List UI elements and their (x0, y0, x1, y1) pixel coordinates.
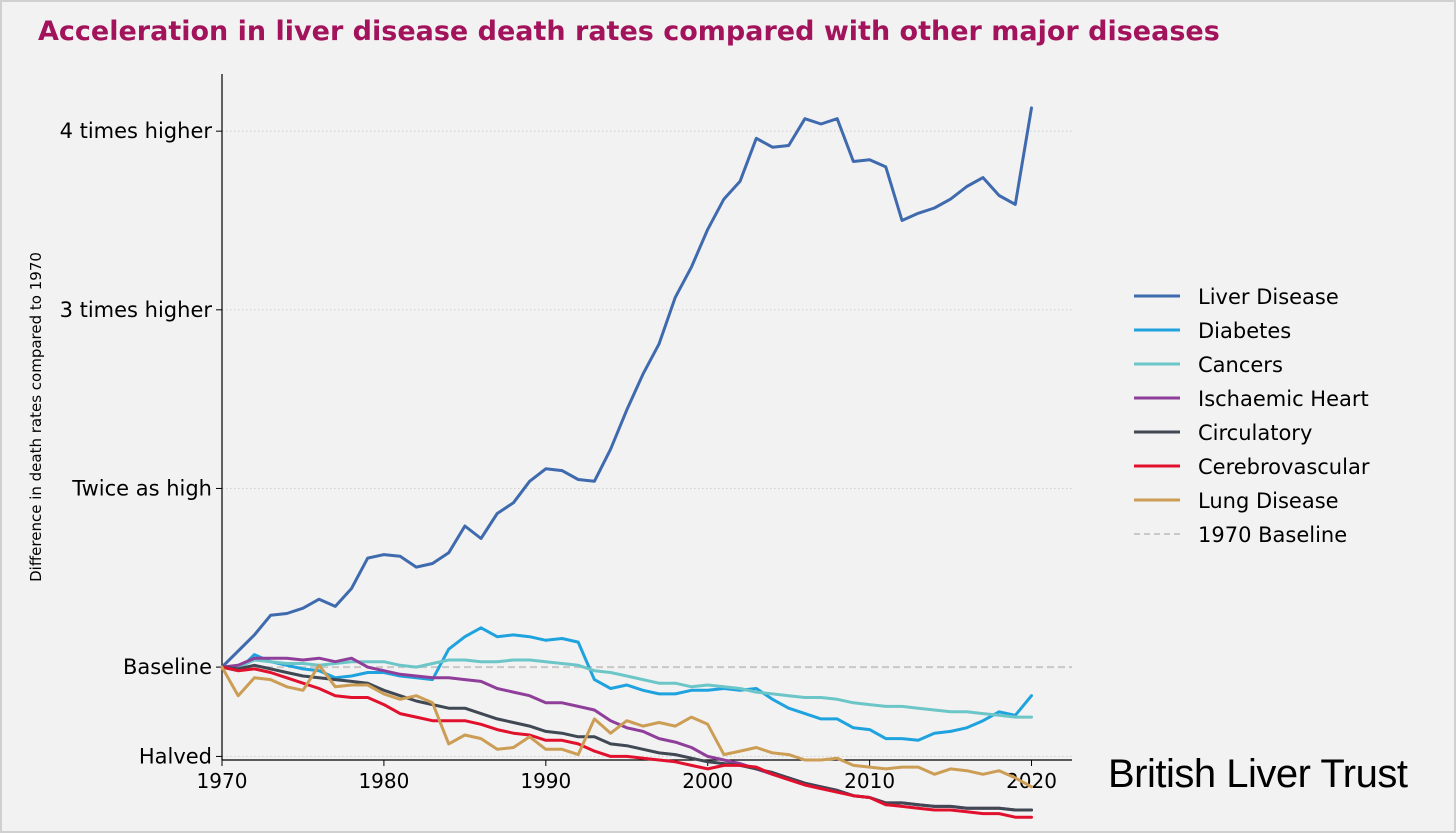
x-tick-label: 1970 (197, 769, 248, 793)
legend-label: 1970 Baseline (1198, 523, 1347, 547)
y-tick-label: 3 times higher (60, 298, 213, 322)
legend-label: Circulatory (1198, 421, 1312, 445)
y-axis-label: Difference in death rates compared to 19… (27, 252, 45, 582)
series-line-cancers (220, 658, 1033, 719)
x-tick-label: 1980 (358, 769, 409, 793)
series-line-liver-disease (220, 106, 1033, 669)
legend-label: Ischaemic Heart (1198, 387, 1369, 411)
x-tick-label: 1990 (520, 769, 571, 793)
x-tick-label: 2000 (682, 769, 733, 793)
legend-label: Lung Disease (1198, 489, 1339, 513)
legend-label: Liver Disease (1198, 285, 1339, 309)
series-line-lung-disease (220, 663, 1033, 789)
y-tick-label: Twice as high (71, 476, 212, 500)
y-tick-label: Halved (139, 744, 212, 768)
legend-label: Cerebrovascular (1198, 455, 1370, 479)
x-tick-label: 2010 (844, 769, 895, 793)
legend-label: Cancers (1198, 353, 1283, 377)
x-tick-label: 2020 (1006, 769, 1057, 793)
y-tick-label: 4 times higher (60, 119, 213, 143)
series-line-circulatory (220, 663, 1033, 812)
legend-label: Diabetes (1198, 319, 1291, 343)
chart-title: Acceleration in liver disease death rate… (38, 16, 1220, 47)
y-tick-label: Baseline (123, 655, 212, 679)
series-line-cerebrovascular (220, 665, 1033, 819)
brand-logo-text: British Liver Trust (1108, 752, 1408, 796)
series-line-diabetes (220, 626, 1033, 742)
